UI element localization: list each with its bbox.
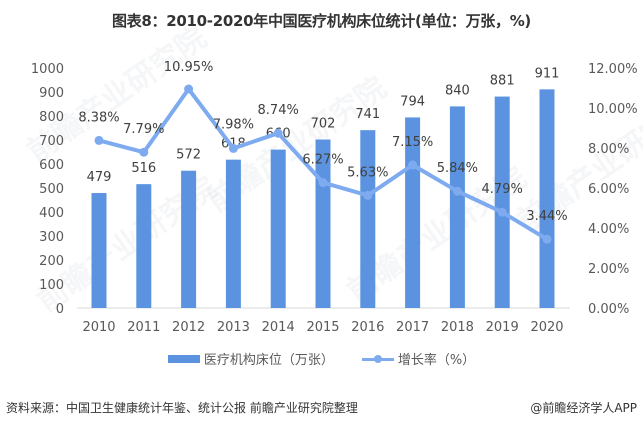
line-point <box>228 143 238 153</box>
x-tick-label: 2019 <box>486 320 519 335</box>
bar <box>360 130 376 308</box>
y-left-tick-label: 400 <box>39 206 64 221</box>
growth-rate-label: 7.98% <box>213 117 254 132</box>
y-axis-right: 0.00% 2.00% 4.00% 6.00% 8.00% 10.00% 12.00% <box>588 62 638 317</box>
bar <box>225 159 241 308</box>
line-point <box>318 178 328 188</box>
bar <box>91 193 107 308</box>
x-tick-label: 2010 <box>82 320 115 335</box>
line-point <box>184 84 194 94</box>
y-right-tick-label: 0.00% <box>588 302 629 317</box>
growth-rate-label: 3.44% <box>526 209 567 224</box>
x-axis-ticks: 2010 2011 2012 2013 2014 2015 2016 2017 2018 2019… <box>82 320 563 335</box>
x-tick-label: 2014 <box>262 320 295 335</box>
line-point <box>497 207 507 217</box>
growth-rate-label: 5.63% <box>347 165 388 180</box>
bar <box>181 170 197 308</box>
x-tick-label: 2012 <box>172 320 205 335</box>
y-right-tick-label: 8.00% <box>588 142 629 157</box>
bar-series <box>91 89 555 309</box>
legend-bar-label: 医疗机构床位（万张） <box>203 353 334 368</box>
growth-rate-label: 5.84% <box>437 161 478 176</box>
y-left-tick-label: 700 <box>39 134 64 149</box>
y-left-tick-label: 100 <box>39 278 64 293</box>
growth-rate-label: 8.38% <box>78 110 119 125</box>
bar-value-label: 840 <box>445 83 470 98</box>
line-point <box>452 186 462 196</box>
line-point <box>273 128 283 138</box>
chart-area: 0 100 200 300 400 500 600 700 800 900 1000 0.00% 2.… <box>31 60 638 335</box>
bar-value-label: 881 <box>490 74 515 89</box>
bar-value-label: 741 <box>355 107 380 122</box>
y-axis-left: 0 100 200 300 400 500 600 700 800 900 1000 <box>31 62 64 317</box>
y-left-tick-label: 500 <box>39 182 64 197</box>
growth-rate-label: 6.27% <box>302 153 343 168</box>
line-point <box>94 135 104 145</box>
x-tick-label: 2017 <box>396 320 429 335</box>
bar-value-label: 572 <box>176 148 201 163</box>
bar-value-label: 702 <box>311 117 336 132</box>
x-tick-label: 2018 <box>441 320 474 335</box>
y-left-tick-label: 200 <box>39 254 64 269</box>
credit: @前瞻经济学人APP <box>530 401 637 415</box>
y-left-tick-label: 300 <box>39 230 64 245</box>
line-series <box>94 84 552 244</box>
growth-rate-label: 4.79% <box>482 182 523 197</box>
chart-title: 图表8：2010-2020年中国医疗机构床位统计(单位：万张，%) <box>111 12 531 30</box>
legend: 医疗机构床位（万张） 增长率（%） <box>0 349 643 368</box>
line-point <box>408 160 418 170</box>
x-tick-label: 2020 <box>530 320 563 335</box>
bar-value-label: 911 <box>535 66 560 81</box>
line-labels: 8.38% 7.79% 10.95% 7.98% 8.74% 6.27% 5.63% 7.15… <box>78 60 567 224</box>
bar <box>136 184 152 308</box>
legend-line-swatch <box>361 353 394 365</box>
bar-value-label: 479 <box>87 170 112 185</box>
legend-item-bar[interactable]: 医疗机构床位（万张） <box>167 349 334 368</box>
growth-rate-label: 10.95% <box>164 60 214 75</box>
y-right-tick-label: 10.00% <box>588 102 638 117</box>
line-point <box>363 190 373 200</box>
y-left-tick-label: 0 <box>56 302 64 317</box>
x-tick-label: 2011 <box>127 320 160 335</box>
bar <box>270 149 286 308</box>
y-right-tick-label: 12.00% <box>588 62 638 77</box>
y-left-tick-label: 600 <box>39 158 64 173</box>
y-left-tick-label: 900 <box>39 86 64 101</box>
bar-value-label: 794 <box>400 94 425 109</box>
growth-rate-label: 7.79% <box>123 122 164 137</box>
source-note: 资料来源：中国卫生健康统计年鉴、统计公报 前瞻产业研究院整理 <box>6 401 358 415</box>
bar-value-label: 516 <box>131 161 156 176</box>
y-right-tick-label: 2.00% <box>588 262 629 277</box>
line-point <box>542 234 552 244</box>
legend-bar-swatch <box>167 354 200 363</box>
y-right-tick-label: 6.00% <box>588 182 629 197</box>
growth-rate-label: 8.74% <box>258 103 299 118</box>
bar <box>449 106 465 309</box>
x-tick-label: 2013 <box>217 320 250 335</box>
x-tick-label: 2016 <box>351 320 384 335</box>
bar <box>539 89 555 308</box>
x-tick-label: 2015 <box>306 320 339 335</box>
bar <box>494 96 510 308</box>
y-left-tick-label: 800 <box>39 110 64 125</box>
growth-rate-label: 7.15% <box>392 135 433 150</box>
y-left-tick-label: 1000 <box>31 62 64 77</box>
legend-item-line[interactable]: 增长率（%） <box>361 349 476 368</box>
y-right-tick-label: 4.00% <box>588 222 629 237</box>
line-point <box>139 147 149 157</box>
legend-line-label: 增长率（%） <box>397 353 476 368</box>
